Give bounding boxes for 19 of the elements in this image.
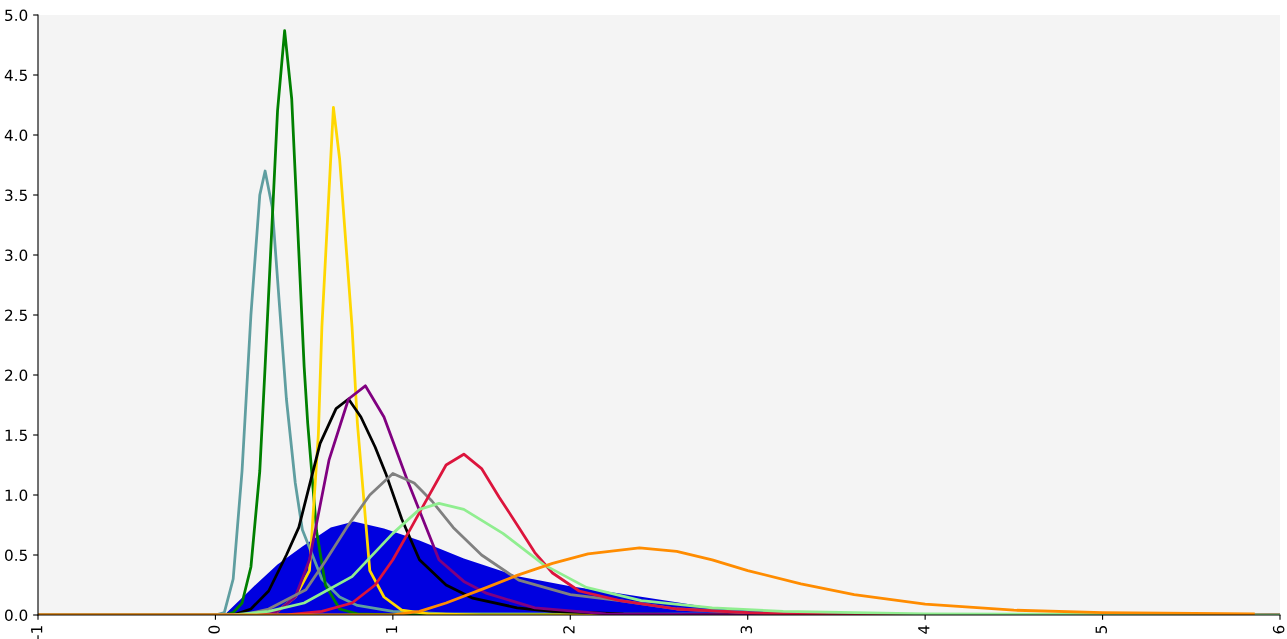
x-tick-label: 4	[918, 625, 930, 634]
x-tick-label: -1	[31, 626, 43, 639]
y-tick-label: 1.0	[5, 489, 28, 502]
x-tick-label: 0	[208, 625, 220, 634]
x-tick-label: 6	[1272, 625, 1285, 634]
x-tick-label: 2	[563, 626, 575, 634]
y-tick-label: 4.0	[4, 129, 28, 142]
y-tick-label: 1.5	[5, 429, 27, 442]
x-tick-label: 1	[385, 626, 398, 633]
y-tick-label: 0.0	[4, 609, 28, 622]
y-tick-label: 3.5	[5, 189, 27, 202]
y-tick-label: 5.0	[5, 9, 28, 22]
y-tick-label: 3.0	[5, 249, 28, 262]
y-tick-label: 2.0	[5, 369, 28, 382]
y-tick-label: 4.5	[4, 69, 27, 82]
x-tick-label: 5	[1095, 626, 1107, 634]
y-tick-label: 2.5	[5, 309, 27, 322]
y-tick-label: 0.5	[4, 549, 27, 562]
x-tick-label: 3	[740, 625, 753, 634]
